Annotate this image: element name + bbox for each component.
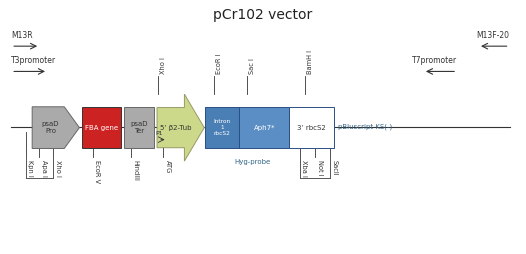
Text: M13F-20: M13F-20 <box>477 31 510 40</box>
Text: psaD
Ter: psaD Ter <box>130 121 148 134</box>
Text: Not I: Not I <box>317 160 323 176</box>
Bar <box>289 107 334 149</box>
Polygon shape <box>157 94 204 161</box>
Text: pCr102 vector: pCr102 vector <box>214 8 312 22</box>
Text: FBA gene: FBA gene <box>85 125 118 131</box>
Text: Xba I: Xba I <box>301 160 307 177</box>
Bar <box>82 107 122 149</box>
Text: Xho I: Xho I <box>55 160 60 177</box>
Text: 3’ rbcS2: 3’ rbcS2 <box>297 125 326 131</box>
Text: SacII: SacII <box>332 160 338 176</box>
Text: Sac I: Sac I <box>249 58 255 74</box>
Text: P1: P1 <box>156 131 163 136</box>
Text: T3promoter: T3promoter <box>11 56 56 65</box>
Text: T7promoter: T7promoter <box>412 56 457 65</box>
Text: pBluscript KS(-): pBluscript KS(-) <box>338 124 392 130</box>
Text: EcoR I: EcoR I <box>216 53 222 74</box>
Text: psaD
Pro: psaD Pro <box>42 121 59 134</box>
Text: Xho I: Xho I <box>160 57 166 74</box>
Text: Kpn I: Kpn I <box>27 160 34 177</box>
Text: 5’ β2-Tub: 5’ β2-Tub <box>159 125 191 131</box>
Bar <box>205 107 239 149</box>
Text: BamH I: BamH I <box>307 50 313 74</box>
Text: Intron
1
rbcS2: Intron 1 rbcS2 <box>214 119 231 136</box>
Text: Hyg-probe: Hyg-probe <box>235 158 271 165</box>
Text: Aph7*: Aph7* <box>254 125 275 131</box>
Text: EcoR V: EcoR V <box>94 160 100 183</box>
Bar <box>124 107 155 149</box>
Text: Apa I: Apa I <box>41 160 47 177</box>
Text: HindIII: HindIII <box>133 160 138 181</box>
Text: ATG: ATG <box>165 160 171 173</box>
Text: M13R: M13R <box>11 31 33 40</box>
Polygon shape <box>32 107 79 149</box>
Bar <box>239 107 289 149</box>
